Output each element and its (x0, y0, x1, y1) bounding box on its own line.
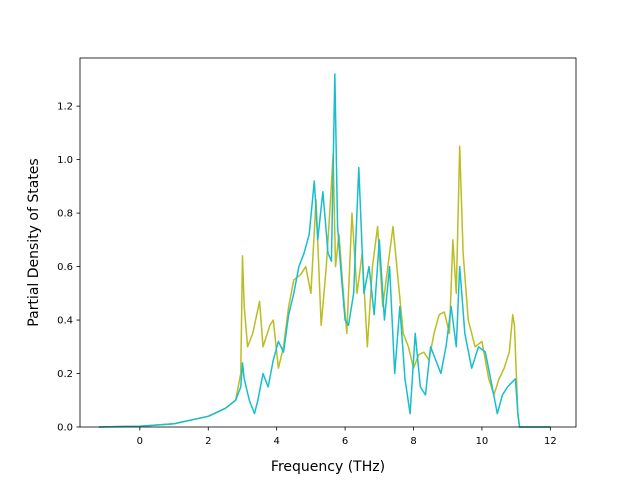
y-axis-label: Partial Density of States (26, 158, 42, 326)
y-tick-label: 0.2 (57, 369, 73, 380)
x-tick-label: 6 (342, 436, 348, 447)
x-axis-label: Frequency (THz) (271, 459, 385, 475)
y-tick-label: 0.4 (57, 316, 73, 327)
axes-frame (79, 57, 577, 428)
x-tick-label: 0 (137, 436, 143, 447)
x-tick-label: 4 (274, 436, 280, 447)
x-tick-label: 8 (410, 436, 416, 447)
y-axis-ticks: 0.0 0.2 0.4 0.6 0.8 1.0 1.2 (57, 102, 80, 434)
y-tick-label: 1.2 (57, 102, 73, 113)
y-tick-label: 0.8 (57, 209, 73, 220)
y-tick-label: 1.0 (57, 155, 73, 166)
x-axis-ticks: 0 2 4 6 8 10 12 (137, 427, 557, 447)
series-line-2 (98, 73, 551, 428)
y-tick-label: 0.6 (57, 262, 73, 273)
series-line-1 (98, 145, 551, 428)
x-tick-label: 12 (544, 436, 557, 447)
y-tick-label: 0.0 (57, 423, 73, 434)
x-tick-label: 10 (476, 436, 489, 447)
plot-lines (98, 73, 551, 428)
x-tick-label: 2 (205, 436, 211, 447)
